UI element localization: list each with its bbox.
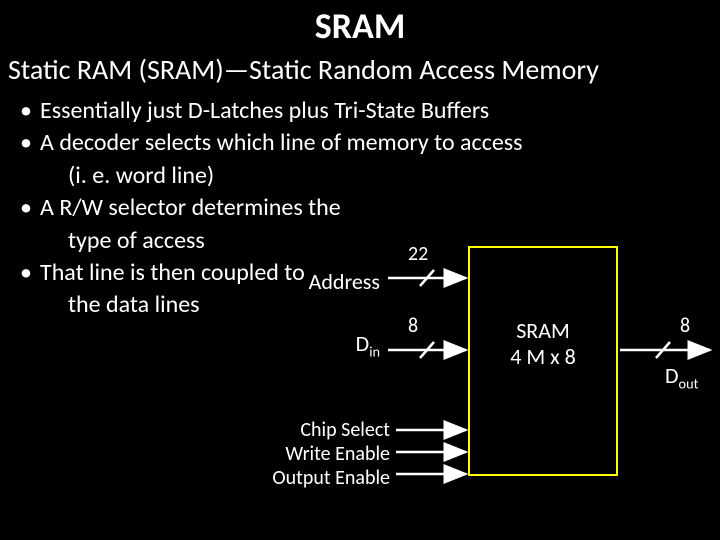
slide-title: SRAM bbox=[0, 0, 720, 48]
sram-box-line1: SRAM bbox=[516, 317, 570, 344]
bullet-item: Essentially just D-Latches plus Tri-Stat… bbox=[40, 95, 720, 127]
output-enable-label: Output Enable bbox=[260, 466, 390, 490]
bullet-text: Essentially just D-Latches plus Tri-Stat… bbox=[40, 96, 489, 125]
din-bits: 8 bbox=[408, 314, 418, 338]
din-label: Din bbox=[330, 330, 380, 360]
dout-bits: 8 bbox=[680, 314, 690, 338]
write-enable-label: Write Enable bbox=[260, 442, 390, 466]
chip-select-label: Chip Select bbox=[260, 418, 390, 442]
dout-prefix: D bbox=[665, 362, 679, 389]
dout-sub: out bbox=[679, 374, 699, 392]
din-prefix: D bbox=[356, 330, 370, 357]
sram-block: SRAM 4 M x 8 bbox=[468, 246, 618, 476]
bullet-indent: type of access bbox=[40, 225, 720, 257]
bullet-item: A decoder selects which line of memory t… bbox=[40, 127, 720, 192]
bullet-indent: (i. e. word line) bbox=[40, 160, 720, 192]
bullet-item: That line is then coupled to the data li… bbox=[40, 257, 720, 322]
address-bits: 22 bbox=[408, 242, 428, 266]
bullet-item: A R/W selector determines the type of ac… bbox=[40, 192, 720, 257]
dout-slash bbox=[656, 342, 670, 358]
din-sub: in bbox=[369, 342, 380, 360]
bullet-text: That line is then coupled to bbox=[40, 258, 305, 287]
slide-subtitle: Static RAM (SRAM)—Static Random Access M… bbox=[0, 48, 720, 95]
bullet-indent: the data lines bbox=[40, 289, 720, 321]
din-slash bbox=[420, 342, 434, 358]
dout-label: Dout bbox=[665, 362, 715, 392]
bullet-text: A R/W selector determines the bbox=[40, 193, 341, 222]
bullet-text: A decoder selects which line of memory t… bbox=[40, 128, 523, 157]
address-label: Address bbox=[280, 268, 380, 295]
sram-box-line2: 4 M x 8 bbox=[510, 343, 576, 370]
